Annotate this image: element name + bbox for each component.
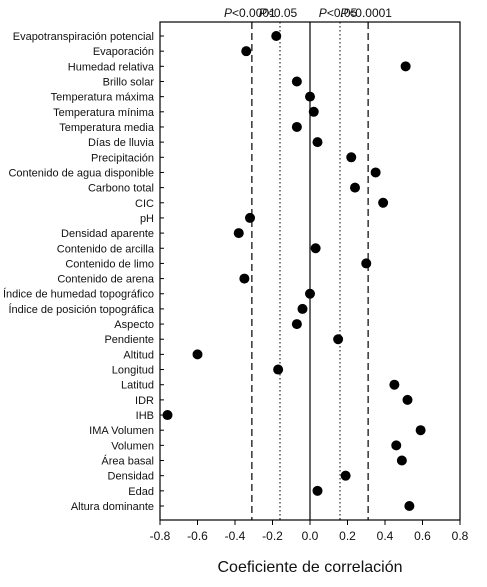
category-label: Volumen — [111, 440, 154, 452]
category-label: Índice de humedad topográfico — [3, 288, 154, 301]
category-label: Contenido de arena — [57, 274, 155, 286]
category-label: Temperatura máxima — [51, 92, 155, 104]
category-label: Temperatura mínima — [53, 107, 155, 119]
data-point — [312, 137, 323, 148]
ref-line-label: P<0.05 — [319, 6, 358, 20]
p-threshold: <0.05 — [267, 6, 298, 20]
p-symbol: P — [259, 6, 267, 20]
category-label: IDR — [135, 395, 154, 407]
category-label: Altura dominante — [71, 501, 154, 513]
category-label: Edad — [128, 486, 154, 498]
data-point — [297, 303, 308, 314]
data-point — [291, 76, 302, 87]
data-point — [273, 364, 284, 375]
data-point — [415, 425, 426, 436]
data-point — [291, 121, 302, 132]
category-label: Pendiente — [104, 334, 154, 346]
category-label: Evaporación — [93, 46, 154, 58]
p-symbol: P — [319, 6, 327, 20]
data-point — [400, 61, 411, 72]
p-threshold: <0.05 — [327, 6, 358, 20]
category-label: Densidad — [108, 471, 154, 483]
x-axis-ticks: -0.8 -0.6 -0.4 -0.2 0.0 0.2 0.4 0.6 0.8 — [150, 520, 469, 543]
category-ticks — [160, 35, 164, 507]
x-tick-label: 0.8 — [452, 529, 469, 543]
p-symbol: P — [340, 6, 348, 20]
data-point — [333, 334, 344, 345]
category-label: Área basal — [101, 455, 154, 468]
category-label: Precipitación — [91, 152, 154, 164]
data-point — [389, 379, 400, 390]
category-label: Carbono total — [88, 183, 154, 195]
category-label: Aspecto — [114, 319, 154, 331]
data-point — [291, 319, 302, 330]
data-point — [241, 46, 252, 57]
data-point — [361, 258, 372, 269]
data-point — [402, 394, 413, 405]
x-tick-label: 0.0 — [302, 529, 319, 543]
data-point — [245, 212, 255, 223]
data-point — [370, 167, 381, 178]
category-label: Días de lluvia — [88, 137, 155, 149]
category-label: pH — [140, 213, 154, 225]
category-label: Contenido de arcilla — [57, 243, 155, 255]
x-tick-label: 0.2 — [339, 529, 356, 543]
x-tick-label: -0.4 — [225, 529, 246, 543]
ref-line-label: P<0.0001 — [224, 6, 276, 20]
ref-line-label: P<0.0001 — [340, 6, 392, 20]
x-tick-label: -0.2 — [262, 529, 283, 543]
x-axis-title: Coeficiente de correlación — [218, 559, 403, 576]
data-point — [404, 501, 415, 511]
data-point — [308, 106, 319, 117]
category-label: Altitud — [123, 349, 154, 361]
data-point — [346, 152, 357, 163]
category-label: Latitud — [121, 380, 154, 392]
data-point — [305, 91, 315, 102]
category-label: Brillo solar — [103, 76, 155, 88]
data-point — [271, 31, 282, 41]
category-label: Evapotranspiración potencial — [13, 31, 154, 43]
category-label: Longitud — [112, 365, 154, 377]
x-tick-label: 0.6 — [414, 529, 431, 543]
data-point — [312, 485, 323, 496]
data-point — [350, 182, 360, 193]
category-label: IHB — [136, 410, 154, 422]
data-point — [233, 228, 244, 239]
p-symbol: P — [224, 6, 232, 20]
p-threshold: <0.0001 — [348, 6, 392, 20]
x-tick-label: -0.6 — [187, 529, 208, 543]
reference-lines — [251, 22, 369, 520]
data-point — [305, 288, 315, 299]
p-threshold: <0.0001 — [232, 6, 276, 20]
data-point — [396, 455, 407, 466]
ref-line-label: P<0.05 — [259, 6, 298, 20]
category-labels: Evapotranspiración potencial Evaporación H… — [3, 31, 155, 513]
data-point — [340, 470, 351, 481]
category-label: IMA Volumen — [89, 425, 154, 437]
data-point — [192, 349, 203, 360]
category-label: Humedad relativa — [68, 61, 155, 73]
category-label: Contenido de limo — [65, 258, 154, 270]
data-point — [378, 197, 389, 208]
data-points — [162, 31, 426, 511]
data-point — [391, 440, 402, 451]
category-label: Índice de posición topográfica — [8, 303, 154, 316]
category-label: Temperatura media — [59, 122, 155, 134]
x-tick-label: 0.4 — [377, 529, 394, 543]
category-label: Contenido de agua disponible — [8, 167, 154, 179]
data-point — [162, 410, 173, 421]
data-point — [310, 243, 321, 254]
category-label: Densidad aparente — [61, 228, 154, 240]
data-point — [239, 273, 250, 284]
x-tick-label: -0.8 — [150, 529, 171, 543]
category-label: CIC — [135, 198, 154, 210]
